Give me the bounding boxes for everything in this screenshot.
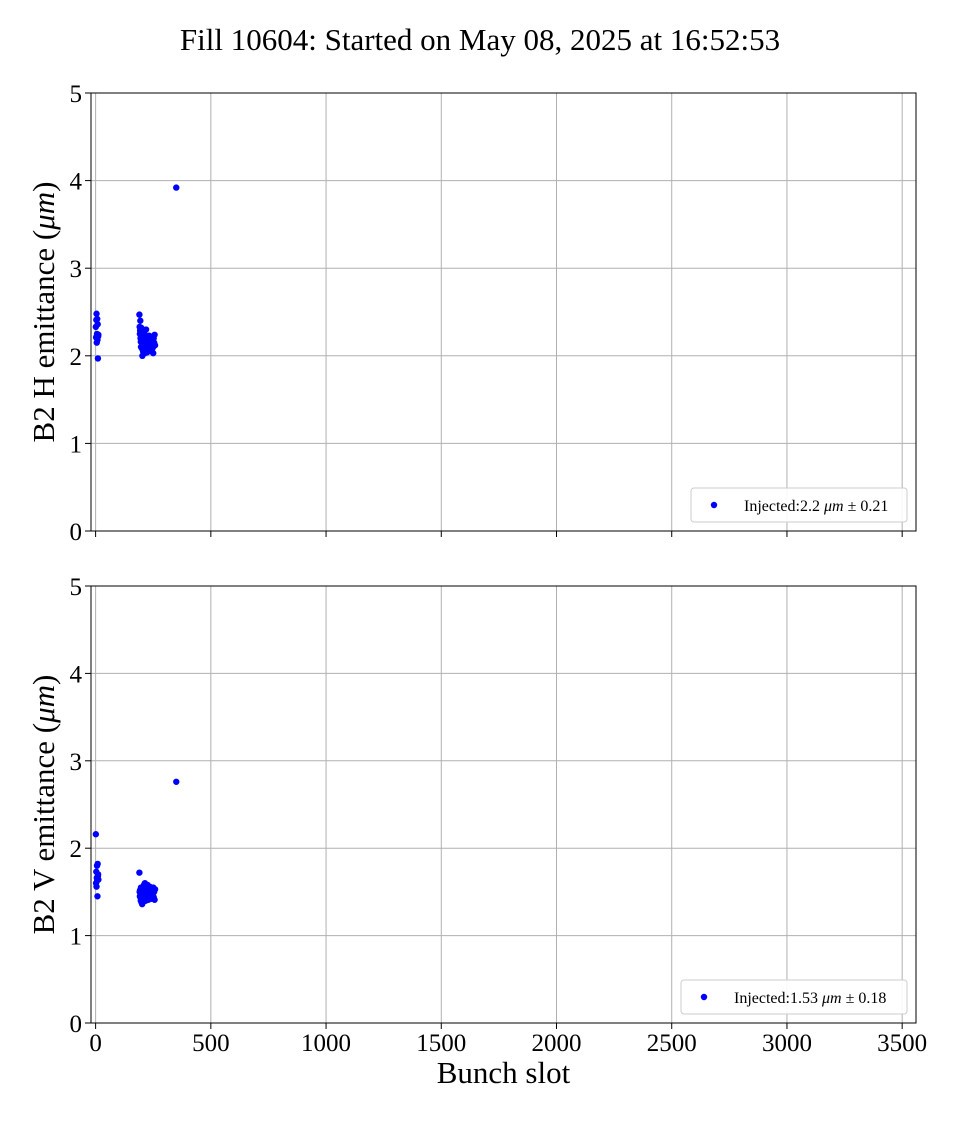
- y-axis-label: B2 V emittance (μm): [26, 675, 61, 935]
- x-tick-label: 0: [89, 1030, 102, 1057]
- x-tick-label: 3000: [762, 1030, 812, 1057]
- plot-frame: [90, 585, 917, 1024]
- x-tick-label: 2000: [532, 1030, 582, 1057]
- series-injected: [92, 778, 180, 908]
- y-tick-label: 2: [70, 836, 83, 863]
- legend-label: Injected:2.2 μm ± 0.21: [744, 498, 888, 515]
- data-point: [95, 331, 102, 338]
- legend-marker: [700, 993, 708, 1001]
- data-point: [94, 893, 101, 900]
- legend: Injected:1.53 μm ± 0.18: [680, 979, 908, 1015]
- data-point: [137, 317, 144, 324]
- data-point: [173, 184, 180, 191]
- y-tick-label: 0: [70, 1011, 83, 1038]
- data-point: [151, 331, 158, 338]
- data-point: [94, 355, 102, 362]
- legend-box: [690, 487, 908, 523]
- data-point: [92, 831, 100, 838]
- data-point: [94, 321, 101, 328]
- panel-vertical: 0 500 1000 1500 2000 2500 3000 3500 0 1 2 3 4 5 B2 V e…: [26, 574, 927, 1090]
- data-point: [94, 871, 102, 878]
- y-tick-label: 1: [70, 431, 83, 458]
- y-tick-label: 3: [70, 749, 83, 776]
- legend-marker: [710, 501, 718, 509]
- legend-box: [680, 979, 908, 1015]
- data-point: [142, 326, 150, 333]
- x-tick-label: 1000: [301, 1030, 351, 1057]
- panel-horizontal: 0 1 2 3 4 5 B2 H emittance (μm) Injected:2.2 μm…: [26, 81, 917, 546]
- y-tick-label: 0: [70, 519, 83, 546]
- data-point: [151, 886, 159, 893]
- legend-label: Injected:1.53 μm ± 0.18: [734, 990, 886, 1007]
- data-point: [94, 860, 101, 868]
- plot-frame: [90, 92, 917, 532]
- series-injected: [92, 184, 180, 362]
- data-point: [173, 778, 180, 785]
- y-tick-label: 1: [70, 924, 83, 951]
- data-point: [151, 896, 158, 903]
- x-axis-label: Bunch slot: [437, 1055, 571, 1090]
- data-point: [136, 869, 143, 876]
- y-tick-label: 4: [70, 169, 83, 196]
- data-point: [151, 342, 159, 349]
- y-tick-label: 5: [70, 81, 83, 108]
- data-point: [94, 315, 101, 323]
- data-point: [136, 311, 143, 318]
- data-point: [93, 883, 100, 890]
- y-tick-label: 4: [70, 661, 83, 688]
- figure-title: Fill 10604: Started on May 08, 2025 at 1…: [179, 22, 781, 57]
- data-point: [95, 876, 102, 883]
- x-tick-label: 2500: [647, 1030, 697, 1057]
- legend: Injected:2.2 μm ± 0.21: [690, 487, 908, 523]
- y-tick-label: 3: [70, 256, 83, 283]
- data-point: [93, 310, 100, 317]
- y-axis-label: B2 H emittance (μm): [26, 182, 61, 443]
- y-tick-label: 5: [70, 574, 83, 601]
- x-tick-label: 3500: [877, 1030, 927, 1057]
- data-point: [150, 349, 157, 357]
- y-tick-label: 2: [70, 344, 83, 371]
- x-tick-label: 500: [192, 1030, 230, 1057]
- x-tick-label: 1500: [416, 1030, 466, 1057]
